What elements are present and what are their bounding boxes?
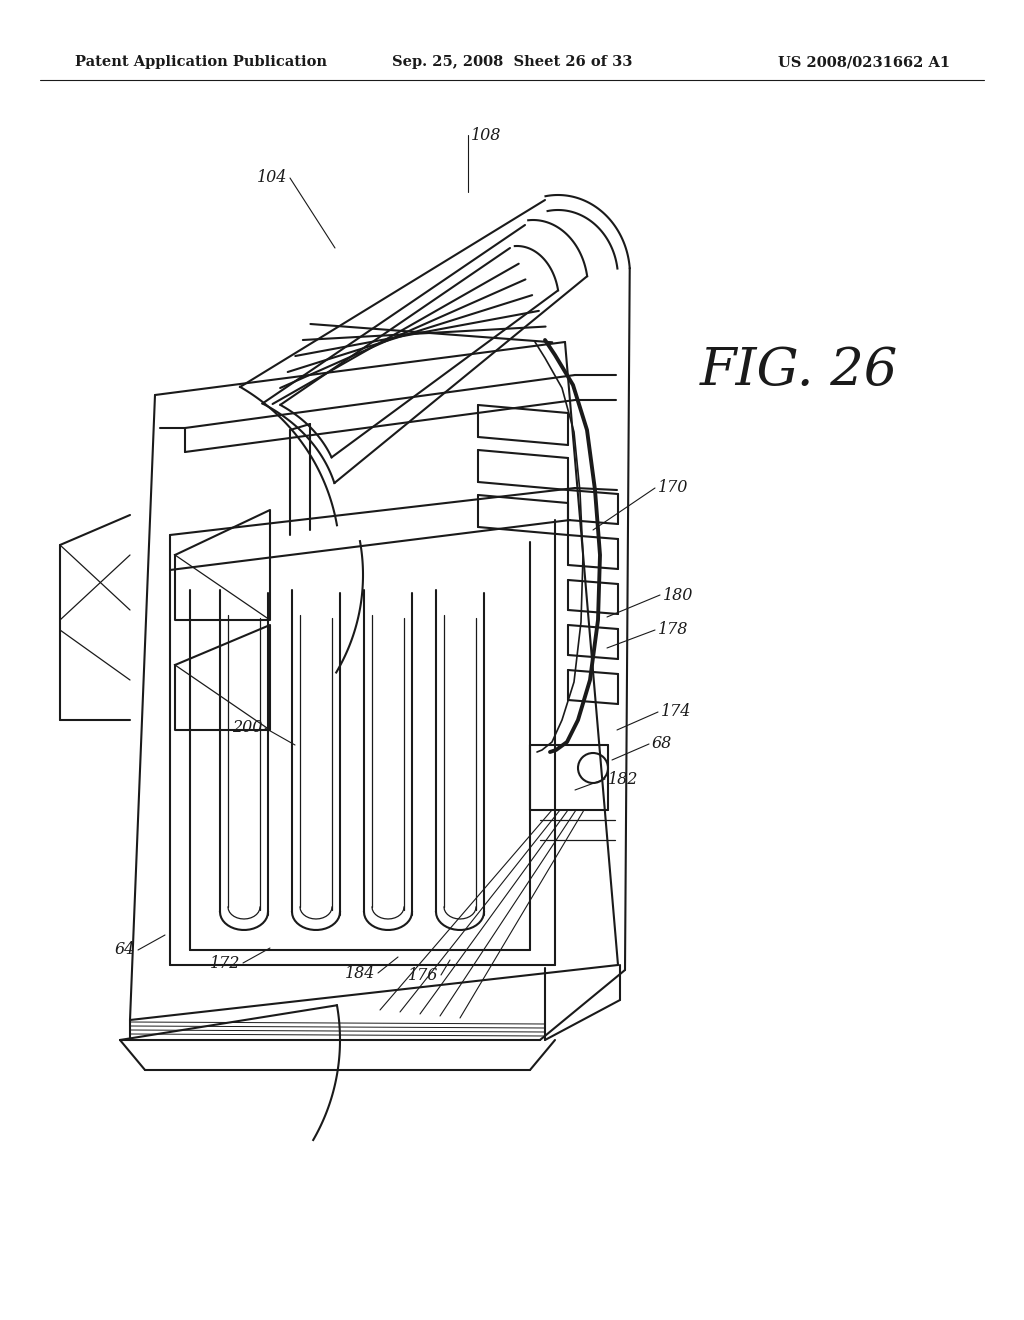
Text: FIG. 26: FIG. 26 <box>700 345 898 396</box>
Text: 176: 176 <box>408 966 438 983</box>
Text: 170: 170 <box>658 479 688 496</box>
Text: 184: 184 <box>345 965 375 982</box>
Text: 200: 200 <box>231 719 262 737</box>
Text: 172: 172 <box>210 954 240 972</box>
Text: US 2008/0231662 A1: US 2008/0231662 A1 <box>778 55 950 69</box>
Text: 64: 64 <box>115 941 135 958</box>
Text: 178: 178 <box>658 622 688 639</box>
Text: 104: 104 <box>257 169 287 186</box>
Text: 180: 180 <box>663 586 693 603</box>
Text: Sep. 25, 2008  Sheet 26 of 33: Sep. 25, 2008 Sheet 26 of 33 <box>392 55 632 69</box>
Text: 174: 174 <box>662 704 691 721</box>
Text: 68: 68 <box>652 735 672 752</box>
Text: Patent Application Publication: Patent Application Publication <box>75 55 327 69</box>
Text: 108: 108 <box>471 127 502 144</box>
Text: 182: 182 <box>608 771 638 788</box>
